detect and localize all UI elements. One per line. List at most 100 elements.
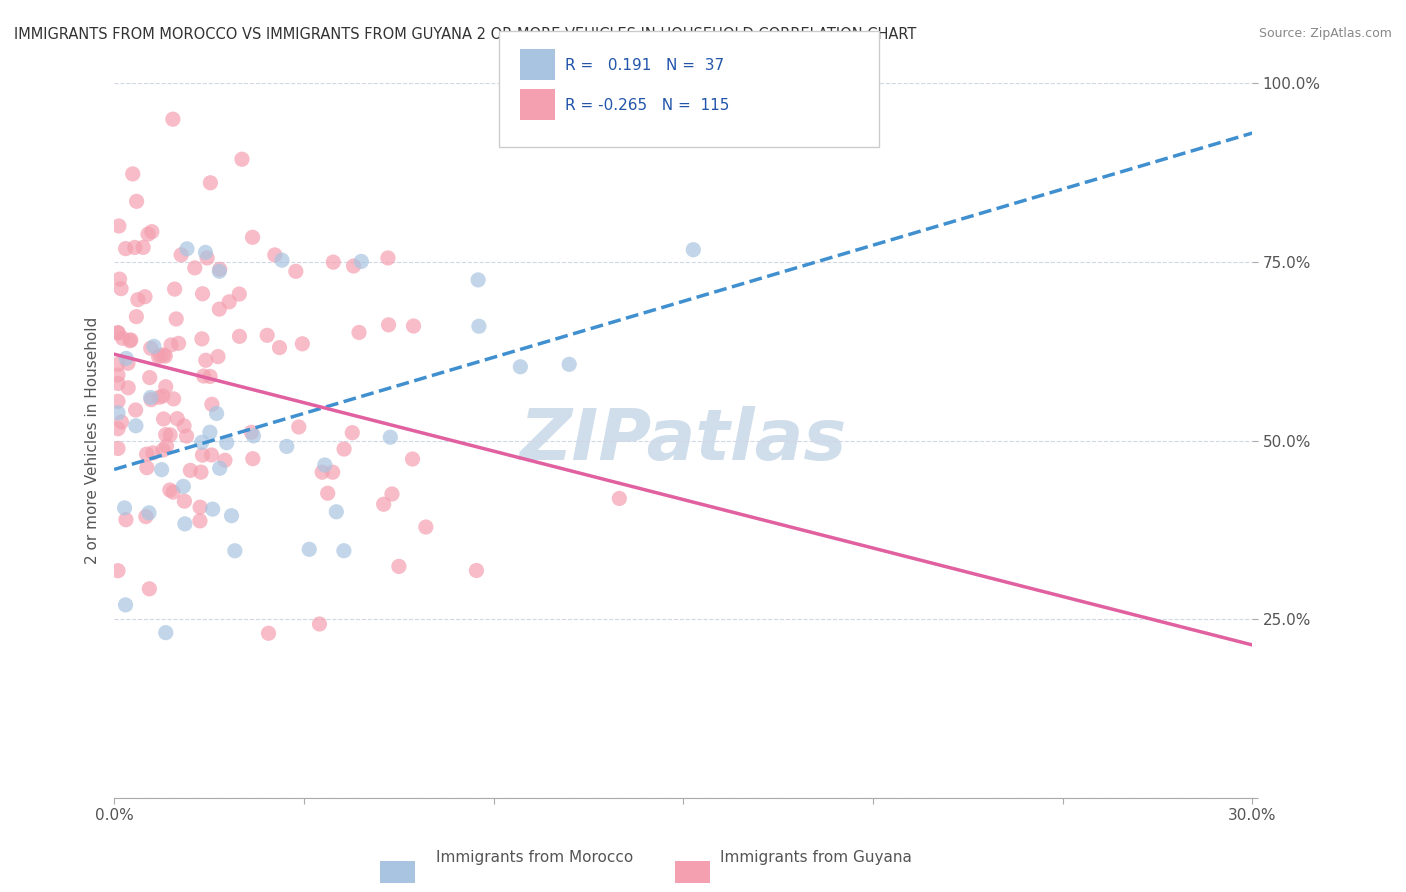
Point	[188, 500, 211, 515]
Point	[127, 293, 149, 307]
Point	[139, 341, 162, 355]
Point	[152, 348, 174, 362]
Point	[191, 286, 214, 301]
Point	[207, 350, 229, 364]
Point	[188, 514, 211, 528]
Point	[350, 254, 373, 268]
Point	[155, 625, 177, 640]
Point	[284, 264, 307, 278]
Point	[465, 564, 488, 578]
Point	[271, 253, 294, 268]
Point	[208, 262, 231, 277]
Point	[276, 439, 298, 453]
Point	[152, 389, 174, 403]
Point	[269, 341, 291, 355]
Point	[125, 194, 148, 209]
Point	[148, 350, 170, 364]
Point	[155, 439, 177, 453]
Point	[224, 543, 246, 558]
Point	[162, 112, 184, 127]
Point	[110, 282, 132, 296]
Point	[380, 430, 402, 444]
Point	[107, 442, 129, 456]
Point	[201, 502, 224, 516]
Text: ZIPatlas: ZIPatlas	[520, 406, 846, 475]
Point	[107, 422, 129, 436]
Point	[316, 486, 339, 500]
Point	[322, 465, 344, 479]
Point	[172, 479, 194, 493]
Point	[141, 225, 163, 239]
Point	[287, 420, 309, 434]
Point	[135, 509, 157, 524]
Y-axis label: 2 or more Vehicles in Household: 2 or more Vehicles in Household	[86, 318, 100, 565]
Point	[208, 461, 231, 475]
Point	[179, 463, 201, 477]
Point	[218, 294, 240, 309]
Point	[142, 339, 165, 353]
Point	[138, 506, 160, 520]
Point	[132, 240, 155, 254]
Text: Source: ZipAtlas.com: Source: ZipAtlas.com	[1258, 27, 1392, 40]
Point	[231, 153, 253, 167]
Point	[120, 333, 142, 347]
Point	[173, 418, 195, 433]
Point	[215, 435, 238, 450]
Point	[205, 407, 228, 421]
Point	[159, 483, 181, 497]
Point	[166, 411, 188, 425]
Point	[139, 391, 162, 405]
Point	[107, 406, 129, 420]
Point	[609, 491, 631, 506]
Point	[155, 380, 177, 394]
Point	[121, 167, 143, 181]
Point	[373, 497, 395, 511]
Text: Immigrants from Morocco: Immigrants from Morocco	[436, 850, 633, 865]
Point	[240, 425, 263, 440]
Point	[333, 442, 356, 456]
Point	[107, 368, 129, 382]
Text: IMMIGRANTS FROM MOROCCO VS IMMIGRANTS FROM GUYANA 2 OR MORE VEHICLES IN HOUSEHOL: IMMIGRANTS FROM MOROCCO VS IMMIGRANTS FR…	[14, 27, 917, 42]
Point	[108, 272, 131, 286]
Point	[190, 465, 212, 479]
Point	[682, 243, 704, 257]
Point	[377, 318, 399, 332]
Point	[322, 255, 344, 269]
Point	[120, 334, 142, 348]
Point	[242, 429, 264, 443]
Point	[125, 418, 148, 433]
Point	[291, 336, 314, 351]
Point	[125, 310, 148, 324]
Point	[191, 332, 214, 346]
Point	[198, 425, 221, 440]
Point	[311, 465, 333, 479]
Point	[221, 508, 243, 523]
Point	[208, 302, 231, 317]
Point	[149, 348, 172, 362]
Point	[200, 176, 222, 190]
Point	[468, 319, 491, 334]
Point	[194, 353, 217, 368]
Point	[135, 447, 157, 461]
Point	[135, 460, 157, 475]
Point	[117, 381, 139, 395]
Point	[228, 287, 250, 301]
Point	[190, 435, 212, 450]
Point	[136, 227, 159, 242]
Point	[388, 559, 411, 574]
Point	[415, 520, 437, 534]
Point	[142, 446, 165, 460]
Point	[257, 626, 280, 640]
Point	[138, 582, 160, 596]
Point	[114, 598, 136, 612]
Point	[200, 448, 222, 462]
Point	[191, 448, 214, 462]
Point	[314, 458, 336, 472]
Point	[150, 463, 173, 477]
Point	[256, 328, 278, 343]
Point	[184, 260, 207, 275]
Point	[162, 392, 184, 406]
Point	[117, 356, 139, 370]
Point	[402, 318, 425, 333]
Point	[148, 390, 170, 404]
